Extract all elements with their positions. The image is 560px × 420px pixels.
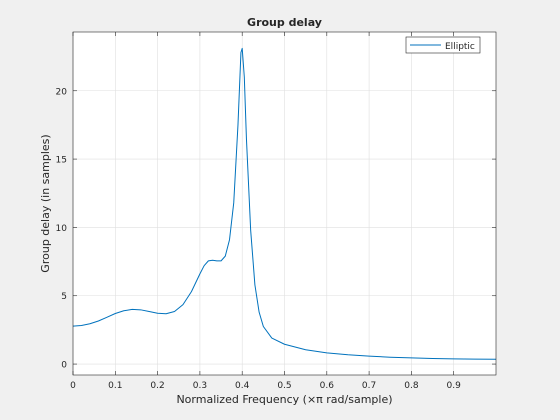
ticks: 0 0.1 0.2 0.3 0.4 0.5 0.6 0.7 0.8 0.9 0 5 10 15 20 — [56, 32, 496, 391]
y-axis-label: Group delay (in samples) — [39, 134, 52, 272]
x-tick-label: 0.5 — [277, 381, 291, 391]
x-tick-label: 0 — [70, 381, 76, 391]
x-tick-label: 0.1 — [108, 381, 122, 391]
y-tick-label: 0 — [61, 361, 67, 371]
x-tick-label: 0.7 — [362, 381, 376, 391]
legend-box — [405, 36, 481, 54]
legend-label: Elliptic — [445, 42, 475, 52]
series-layer — [72, 47, 497, 360]
x-tick-label: 0.6 — [320, 381, 335, 391]
x-tick-label: 0.4 — [235, 381, 250, 391]
chart-title: Group delay — [247, 16, 322, 29]
y-tick-label: 15 — [56, 156, 67, 166]
y-tick-label: 20 — [56, 87, 68, 97]
x-tick-label: 0.2 — [150, 381, 164, 391]
grid — [72, 32, 496, 375]
x-tick-label: 0.3 — [193, 381, 207, 391]
legend: Elliptic — [405, 36, 481, 54]
series-line-elliptic — [72, 47, 497, 360]
x-axis-label: Normalized Frequency (×π rad/sample) — [176, 393, 392, 406]
y-tick-label: 5 — [61, 292, 67, 302]
x-tick-label: 0.9 — [447, 381, 462, 391]
y-tick-label: 10 — [56, 224, 68, 234]
x-tick-label: 0.8 — [404, 381, 419, 391]
